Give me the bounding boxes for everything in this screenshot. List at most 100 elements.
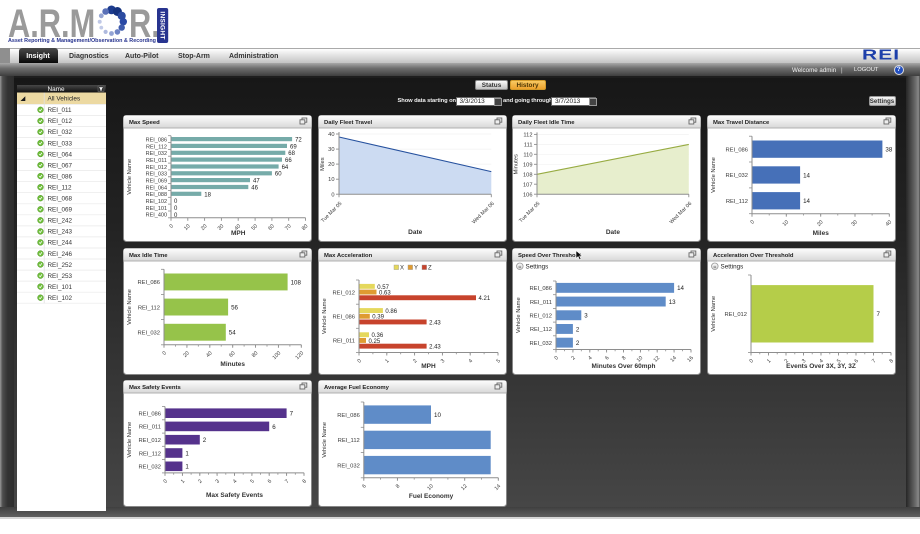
svg-text:Fuel Economy: Fuel Economy <box>409 493 454 500</box>
svg-text:40: 40 <box>205 350 213 358</box>
svg-text:0: 0 <box>162 350 168 356</box>
svg-text:18: 18 <box>204 192 211 198</box>
svg-text:0: 0 <box>331 192 334 198</box>
svg-text:7: 7 <box>871 358 877 364</box>
svg-text:MPH: MPH <box>231 230 246 237</box>
svg-text:Settings: Settings <box>720 264 743 271</box>
svg-text:0.86: 0.86 <box>385 309 397 315</box>
svg-text:REI_032: REI_032 <box>146 151 167 157</box>
svg-text:Minutes: Minutes <box>220 361 245 368</box>
svg-text:Daily Fleet Travel: Daily Fleet Travel <box>324 120 372 126</box>
svg-text:REI_252: REI_252 <box>47 261 72 268</box>
svg-text:13: 13 <box>669 299 676 306</box>
svg-text:12: 12 <box>653 355 661 363</box>
svg-text:20: 20 <box>182 350 190 358</box>
svg-text:5: 5 <box>249 479 255 485</box>
svg-text:0: 0 <box>163 479 169 485</box>
svg-text:REI_011: REI_011 <box>530 300 552 306</box>
svg-text:REI_112: REI_112 <box>530 327 552 333</box>
svg-text:REI_101: REI_101 <box>146 206 167 212</box>
svg-text:20: 20 <box>328 162 334 168</box>
svg-text:REI_112: REI_112 <box>47 184 72 191</box>
svg-text:14: 14 <box>670 355 678 363</box>
svg-text:REI_244: REI_244 <box>47 239 72 246</box>
svg-text:REI_086: REI_086 <box>146 137 167 143</box>
svg-text:30: 30 <box>328 147 334 153</box>
svg-text:6: 6 <box>267 479 273 485</box>
svg-text:54: 54 <box>229 330 236 337</box>
svg-text:REI_068: REI_068 <box>47 195 72 202</box>
svg-text:REI_012: REI_012 <box>724 312 747 318</box>
svg-text:50: 50 <box>251 223 259 231</box>
svg-text:60: 60 <box>275 172 282 178</box>
svg-text:2: 2 <box>576 340 580 347</box>
svg-text:10: 10 <box>636 355 644 363</box>
svg-text:Vehicle Name: Vehicle Name <box>127 159 133 195</box>
svg-text:70: 70 <box>284 223 292 231</box>
svg-text:12: 12 <box>460 483 468 491</box>
svg-text:REI_086: REI_086 <box>529 286 552 292</box>
svg-text:REI_400: REI_400 <box>146 213 167 219</box>
svg-text:2: 2 <box>783 358 789 364</box>
svg-text:REI_086: REI_086 <box>332 315 355 321</box>
svg-text:Average Fuel Economy: Average Fuel Economy <box>324 385 390 391</box>
svg-text:REI_033: REI_033 <box>146 172 167 178</box>
svg-text:40: 40 <box>328 132 334 138</box>
svg-text:72: 72 <box>295 138 302 144</box>
svg-text:10: 10 <box>781 219 789 227</box>
svg-text:REI_032: REI_032 <box>137 331 160 337</box>
svg-text:4: 4 <box>587 355 593 361</box>
svg-text:REI_011: REI_011 <box>333 339 355 345</box>
svg-text:Settings: Settings <box>526 264 549 271</box>
svg-text:60: 60 <box>267 223 275 231</box>
svg-text:REI_242: REI_242 <box>47 217 72 224</box>
svg-text:REI_033: REI_033 <box>47 140 72 147</box>
svg-text:REI_102: REI_102 <box>47 295 72 302</box>
svg-text:Max Travel Distance: Max Travel Distance <box>713 120 770 126</box>
svg-text:20: 20 <box>200 223 208 231</box>
svg-text:REI_012: REI_012 <box>138 438 161 444</box>
svg-text:Asset Reporting & Management/O: Asset Reporting & Management/Observation… <box>8 38 156 44</box>
svg-text:REI_032: REI_032 <box>337 464 360 470</box>
svg-text:REI_011: REI_011 <box>139 425 161 431</box>
svg-text:Max Safety Events: Max Safety Events <box>129 385 181 391</box>
svg-text:REI_012: REI_012 <box>332 290 355 296</box>
svg-text:Date: Date <box>408 229 422 236</box>
svg-text:106: 106 <box>523 192 533 198</box>
svg-text:REI: REI <box>862 47 900 63</box>
svg-text:Vehicle Name: Vehicle Name <box>322 298 328 334</box>
svg-text:0.36: 0.36 <box>372 333 384 339</box>
svg-text:6: 6 <box>604 355 610 361</box>
svg-text:Max Acceleration: Max Acceleration <box>324 253 373 259</box>
svg-text:2: 2 <box>197 479 203 485</box>
svg-text:REI_069: REI_069 <box>146 179 167 185</box>
svg-text:Max Speed: Max Speed <box>129 120 160 126</box>
svg-text:Minutes Over 60mph: Minutes Over 60mph <box>592 363 656 370</box>
svg-text:REI_112: REI_112 <box>146 144 167 150</box>
svg-text:REI_112: REI_112 <box>725 199 747 205</box>
svg-text:2: 2 <box>576 326 580 333</box>
svg-text:REI_064: REI_064 <box>146 185 167 191</box>
svg-text:Acceleration Over Threshold: Acceleration Over Threshold <box>713 253 794 259</box>
svg-text:REI_012: REI_012 <box>47 118 72 125</box>
svg-text:5: 5 <box>836 358 842 364</box>
svg-text:1: 1 <box>185 450 189 457</box>
svg-text:100: 100 <box>272 350 283 361</box>
svg-text:REI_012: REI_012 <box>146 165 167 171</box>
svg-text:8: 8 <box>621 355 627 361</box>
svg-text:110: 110 <box>523 152 532 158</box>
svg-text:3: 3 <box>584 313 588 320</box>
svg-text:Events Over 3X, 3Y, 3Z: Events Over 3X, 3Y, 3Z <box>786 363 856 370</box>
svg-text:REI_069: REI_069 <box>47 206 72 213</box>
svg-text:7: 7 <box>290 411 294 418</box>
svg-text:INSIGHT: INSIGHT <box>158 11 165 39</box>
svg-text:40: 40 <box>234 223 242 231</box>
svg-text:0: 0 <box>169 223 175 229</box>
svg-text:3: 3 <box>801 358 807 364</box>
svg-text:Miles: Miles <box>812 230 829 237</box>
svg-text:0: 0 <box>554 355 560 361</box>
svg-text:2.43: 2.43 <box>429 320 441 326</box>
svg-text:5: 5 <box>496 358 502 364</box>
svg-text:10: 10 <box>183 223 191 231</box>
svg-text:Max Idle Time: Max Idle Time <box>129 253 168 259</box>
